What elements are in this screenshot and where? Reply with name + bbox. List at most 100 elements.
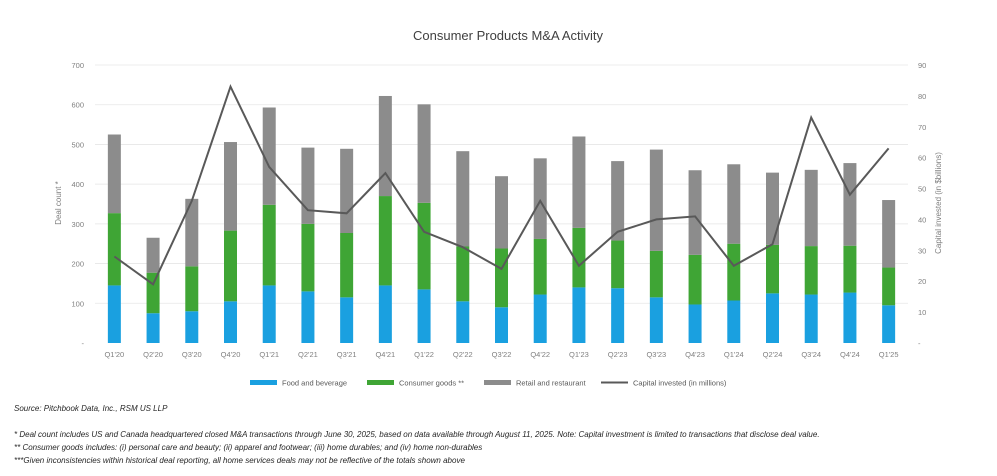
legend-swatch-1 — [367, 380, 394, 385]
left-axis-label: Deal count * — [54, 181, 63, 225]
legend-swatch-2 — [484, 380, 511, 385]
bar-2-3 — [224, 142, 237, 231]
x-tick-label-12: Q1'23 — [569, 350, 589, 359]
bar-2-9 — [456, 151, 470, 247]
right-axis-label: Capital invested (in $billions) — [934, 152, 943, 254]
y2-tick-label-2: 20 — [918, 277, 926, 286]
bar-2-16 — [727, 164, 741, 244]
y-tick-label-6: 600 — [71, 101, 84, 110]
legend-label-3: Capital invested (in millions) — [633, 379, 727, 388]
bar-1-20 — [882, 267, 896, 306]
x-tick-label-10: Q3'22 — [492, 350, 512, 359]
bar-1-1 — [146, 272, 160, 314]
bar-0-3 — [224, 301, 237, 343]
source-note: Source: Pitchbook Data, Inc., RSM US LLP — [14, 404, 168, 413]
x-tick-label-1: Q2'20 — [143, 350, 163, 359]
legend: Food and beverage Consumer goods ** Retail… — [250, 379, 727, 388]
bar-0-12 — [572, 287, 586, 343]
y-tick-label-4: 400 — [71, 180, 84, 189]
bar-1-3 — [224, 230, 237, 302]
capital-line-group — [113, 83, 890, 286]
bar-2-20 — [882, 200, 896, 268]
bar-1-15 — [688, 254, 702, 305]
x-tick-label-2: Q3'20 — [182, 350, 202, 359]
bar-0-9 — [456, 301, 470, 343]
bar-2-1 — [146, 237, 160, 273]
bar-2-18 — [804, 169, 818, 247]
bar-2-15 — [688, 170, 702, 255]
bar-0-16 — [727, 300, 741, 343]
bar-0-11 — [533, 294, 547, 343]
bar-0-4 — [262, 285, 276, 343]
bar-2-11 — [533, 158, 547, 239]
bar-1-0 — [107, 213, 121, 286]
bar-1-5 — [301, 223, 315, 292]
bar-0-6 — [340, 297, 354, 343]
x-tick-label-0: Q1'20 — [104, 350, 124, 359]
x-tick-label-20: Q1'25 — [879, 350, 899, 359]
bar-0-15 — [688, 304, 702, 343]
bar-1-12 — [572, 227, 586, 288]
bar-1-7 — [378, 196, 392, 286]
y2-tick-label-8: 80 — [918, 92, 926, 101]
y-tick-label-5: 500 — [71, 140, 84, 149]
bar-2-13 — [611, 161, 625, 241]
bar-2-12 — [572, 136, 586, 228]
bar-0-14 — [649, 297, 663, 343]
y-tick-label-0: - — [82, 339, 85, 348]
bar-2-8 — [417, 104, 431, 203]
bar-2-4 — [262, 107, 276, 205]
bar-0-8 — [417, 289, 431, 343]
x-tick-label-8: Q1'22 — [414, 350, 434, 359]
y2-tick-label-6: 60 — [918, 154, 926, 163]
footnote-consumer-goods: ** Consumer goods includes: (i) personal… — [14, 443, 483, 452]
bar-0-18 — [804, 294, 818, 343]
bar-0-7 — [378, 285, 392, 343]
bar-1-14 — [649, 250, 663, 298]
bar-2-19 — [843, 163, 857, 246]
legend-label-2: Retail and restaurant — [516, 379, 587, 388]
y2-tick-label-1: 10 — [918, 308, 926, 317]
y2-tick-label-9: 90 — [918, 61, 926, 70]
bar-2-0 — [107, 134, 121, 214]
x-tick-label-5: Q2'21 — [298, 350, 318, 359]
x-tick-label-11: Q4'22 — [530, 350, 550, 359]
x-tick-label-16: Q1'24 — [724, 350, 744, 359]
chart-title: Consumer Products M&A Activity — [413, 28, 604, 43]
x-tick-label-4: Q1'21 — [259, 350, 279, 359]
bar-1-6 — [340, 232, 354, 298]
x-axis-ticks: Q1'20 Q2'20 Q3'20 Q4'20 Q1'21 Q2'21 Q3'21 Q4'21… — [104, 350, 898, 359]
y2-tick-label-3: 30 — [918, 246, 926, 255]
x-tick-label-17: Q2'24 — [763, 350, 783, 359]
bar-0-0 — [107, 285, 121, 343]
bar-0-19 — [843, 292, 857, 343]
bar-1-9 — [456, 246, 470, 302]
x-tick-label-19: Q4'24 — [840, 350, 860, 359]
y2-tick-label-0: - — [918, 339, 921, 348]
y-tick-label-7: 700 — [71, 61, 84, 70]
y2-tick-label-4: 40 — [918, 215, 926, 224]
bar-2-17 — [766, 172, 779, 245]
bar-2-14 — [649, 149, 663, 251]
bar-2-2 — [185, 198, 199, 267]
x-tick-label-14: Q3'23 — [646, 350, 666, 359]
x-tick-label-3: Q4'20 — [221, 350, 241, 359]
bar-1-17 — [766, 244, 779, 294]
x-tick-label-13: Q2'23 — [608, 350, 628, 359]
bar-1-8 — [417, 202, 431, 290]
footnote-home-services: ***Given inconsistencies within historic… — [14, 456, 465, 465]
legend-label-1: Consumer goods ** — [399, 379, 464, 388]
x-tick-label-7: Q4'21 — [375, 350, 395, 359]
footnote-deal-count: * Deal count includes US and Canada head… — [14, 430, 820, 439]
combo-chart: Consumer Products M&A Activity - 100 200 30… — [54, 28, 943, 388]
bar-2-5 — [301, 147, 315, 224]
bars — [107, 95, 896, 343]
y-tick-label-1: 100 — [71, 299, 84, 308]
bar-1-19 — [843, 245, 857, 293]
x-tick-label-6: Q3'21 — [337, 350, 357, 359]
capital-invested-line — [113, 83, 890, 286]
y2-tick-label-5: 50 — [918, 185, 926, 194]
x-tick-label-15: Q4'23 — [685, 350, 705, 359]
bar-1-2 — [185, 266, 199, 312]
x-tick-label-9: Q2'22 — [453, 350, 473, 359]
